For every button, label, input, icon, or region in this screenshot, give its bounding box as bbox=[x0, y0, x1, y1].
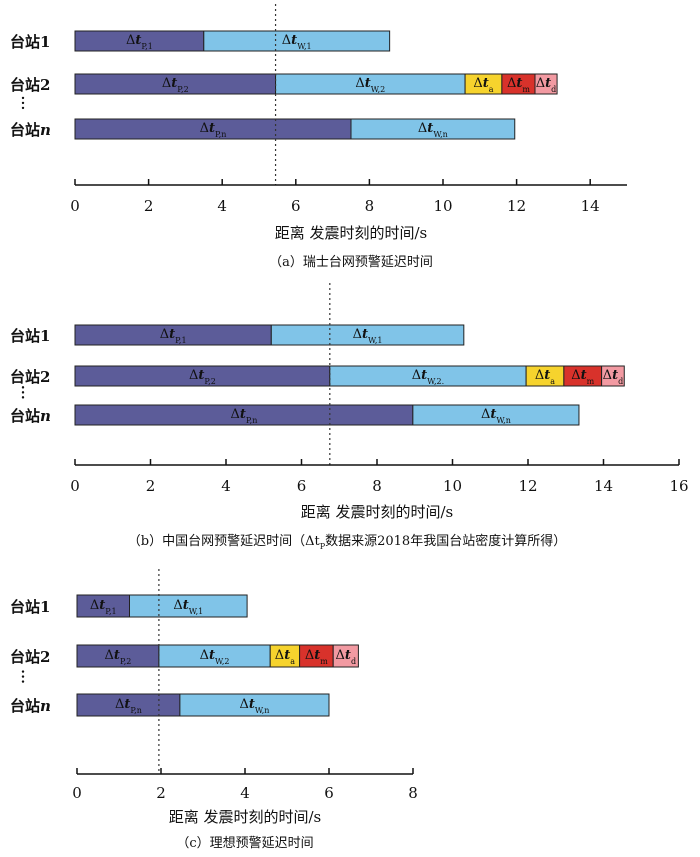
x-tick-label: 10 bbox=[433, 197, 452, 215]
ellipsis-dot bbox=[21, 96, 25, 100]
x-tick-label: 6 bbox=[324, 784, 334, 802]
station-label: 台站2 bbox=[10, 648, 50, 666]
segment-w-bar bbox=[179, 693, 330, 717]
segment-label: ΔtW,1 bbox=[173, 598, 203, 616]
segment-label: Δta bbox=[473, 76, 493, 94]
station-label: 台站n bbox=[10, 121, 51, 139]
segment-d-bar bbox=[534, 73, 558, 95]
ellipsis-dot bbox=[21, 386, 25, 389]
segment-w-bar bbox=[203, 30, 391, 52]
segment-label: ΔtP,1 bbox=[160, 327, 187, 345]
segment-label: Δtm bbox=[305, 648, 328, 666]
x-tick-label: 14 bbox=[581, 197, 600, 215]
x-tick-label: 6 bbox=[297, 477, 307, 495]
segment-w-bar bbox=[270, 324, 465, 346]
segment-label: Δtd bbox=[536, 76, 557, 94]
segment-label: ΔtP,2 bbox=[162, 76, 189, 94]
segment-label: Δtm bbox=[507, 76, 530, 94]
x-tick-label: 8 bbox=[372, 477, 382, 495]
segment-label: ΔtP,n bbox=[230, 407, 257, 425]
x-tick-label: 14 bbox=[594, 477, 613, 495]
station-label: 台站2 bbox=[10, 368, 50, 386]
ellipsis-dot bbox=[21, 396, 25, 399]
x-tick-label: 4 bbox=[240, 784, 250, 802]
segment-label: ΔtW,n bbox=[239, 697, 269, 715]
segment-label: ΔtP,2 bbox=[189, 368, 216, 386]
segment-d-bar bbox=[332, 644, 359, 668]
x-axis-title: 距离 发震时刻的时间/s bbox=[301, 503, 454, 521]
x-tick-label: 16 bbox=[669, 477, 688, 495]
x-axis-title: 距离 发震时刻的时间/s bbox=[169, 808, 322, 826]
x-tick-label: 0 bbox=[70, 477, 80, 495]
station-label: 台站1 bbox=[10, 33, 50, 51]
segment-label: ΔtP,n bbox=[115, 697, 142, 715]
segment-label: ΔtW,2. bbox=[412, 368, 444, 386]
station-label: 台站n bbox=[10, 697, 51, 715]
segment-label: Δta bbox=[535, 368, 555, 386]
segment-label: Δtd bbox=[336, 648, 357, 666]
x-tick-label: 4 bbox=[217, 197, 227, 215]
segment-label: ΔtW,2 bbox=[200, 648, 230, 666]
station-label: 台站1 bbox=[10, 327, 50, 345]
ellipsis-dot bbox=[21, 106, 25, 110]
segment-w-bar bbox=[350, 118, 516, 140]
segment-label: ΔtW,n bbox=[418, 121, 448, 139]
x-axis-title: 距离 发震时刻的时间/s bbox=[275, 224, 428, 242]
segment-label: ΔtP,1 bbox=[90, 598, 117, 616]
segment-label: ΔtW,1 bbox=[353, 327, 383, 345]
station-label: 台站1 bbox=[10, 598, 50, 616]
x-tick-label: 8 bbox=[365, 197, 375, 215]
figure-caption: （a）瑞士台网预警延迟时间 bbox=[269, 254, 433, 270]
segment-label: ΔtP,1 bbox=[126, 33, 153, 51]
station-label: 台站n bbox=[10, 407, 51, 425]
segment-label: ΔtP,2 bbox=[105, 648, 132, 666]
segment-label: ΔtW,1 bbox=[282, 33, 312, 51]
x-tick-label: 10 bbox=[443, 477, 462, 495]
x-tick-label: 6 bbox=[291, 197, 301, 215]
figure-caption: （c）理想预警延迟时间 bbox=[176, 835, 313, 851]
segment-label: ΔtW,n bbox=[481, 407, 511, 425]
chart-panel-b: 台站1 ΔtP,1 ΔtW,1 台站2 ΔtP,2 ΔtW,2. Δta Δtm Δtd 台站n Δ… bbox=[10, 283, 689, 551]
chart-panel-a: 台站1 ΔtP,1 ΔtW,1 台站2 ΔtP,2 ΔtW,2 Δta Δtm Δtd 台站n Δt… bbox=[10, 4, 627, 270]
x-tick-label: 2 bbox=[156, 784, 166, 802]
ellipsis-dot bbox=[21, 391, 25, 394]
x-tick-label: 0 bbox=[72, 784, 82, 802]
x-tick-label: 2 bbox=[146, 477, 156, 495]
ellipsis-dot bbox=[21, 680, 25, 683]
figure-caption: （b）中国台网预警延迟时间（ΔtP数据来源2018年我国台站密度计算所得） bbox=[128, 533, 566, 551]
ellipsis-dot bbox=[21, 675, 25, 678]
segment-label: Δta bbox=[275, 648, 295, 666]
ellipsis-dot bbox=[21, 670, 25, 673]
ellipsis-dot bbox=[21, 101, 25, 105]
segment-label: Δtm bbox=[571, 368, 594, 386]
chart-panel-c: 台站1 ΔtP,1 ΔtW,1 台站2 ΔtP,2 ΔtW,2 Δta Δtm Δtd 台站n Δt… bbox=[10, 569, 418, 851]
segment-label: ΔtP,n bbox=[200, 121, 227, 139]
x-tick-label: 12 bbox=[507, 197, 526, 215]
segment-label: Δtd bbox=[603, 368, 624, 386]
segment-label: ΔtW,2 bbox=[355, 76, 385, 94]
x-tick-label: 0 bbox=[70, 197, 80, 215]
segment-d-bar bbox=[601, 365, 625, 387]
x-tick-label: 4 bbox=[221, 477, 231, 495]
x-tick-label: 2 bbox=[144, 197, 154, 215]
station-label: 台站2 bbox=[10, 76, 50, 94]
x-tick-label: 8 bbox=[408, 784, 418, 802]
x-tick-label: 12 bbox=[518, 477, 537, 495]
segment-w-bar bbox=[412, 404, 580, 426]
